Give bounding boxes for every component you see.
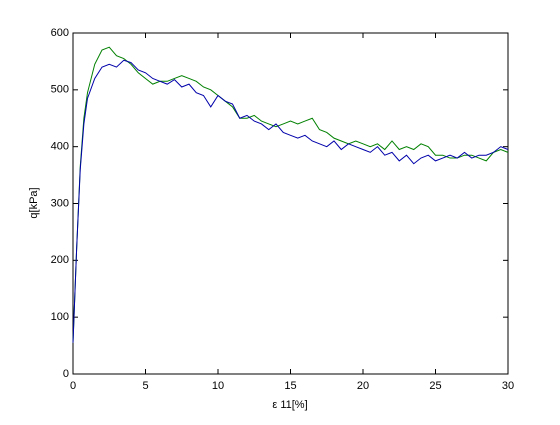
x-tick-label: 25 — [429, 380, 441, 392]
x-tick-label: 0 — [70, 380, 76, 392]
x-tick-label: 10 — [212, 380, 224, 392]
x-axis-label: ε 11[%] — [272, 399, 307, 411]
y-tick-label: 200 — [51, 254, 69, 266]
y-tick-label: 400 — [51, 141, 69, 153]
y-tick-label: 600 — [51, 27, 69, 39]
y-tick-label: 500 — [51, 84, 69, 96]
y-axis-label: q[kPa] — [28, 187, 40, 218]
data-line — [72, 59, 509, 343]
x-tick-label: 15 — [284, 380, 296, 392]
x-tick-label: 5 — [142, 380, 148, 392]
y-tick-label: 300 — [51, 197, 69, 209]
x-tick-label: 30 — [502, 380, 514, 392]
data-line — [72, 46, 509, 343]
x-tick-label: 20 — [357, 380, 369, 392]
y-tick-label: 100 — [51, 311, 69, 323]
plot-frame — [72, 32, 509, 375]
y-tick-label: 0 — [63, 368, 69, 380]
